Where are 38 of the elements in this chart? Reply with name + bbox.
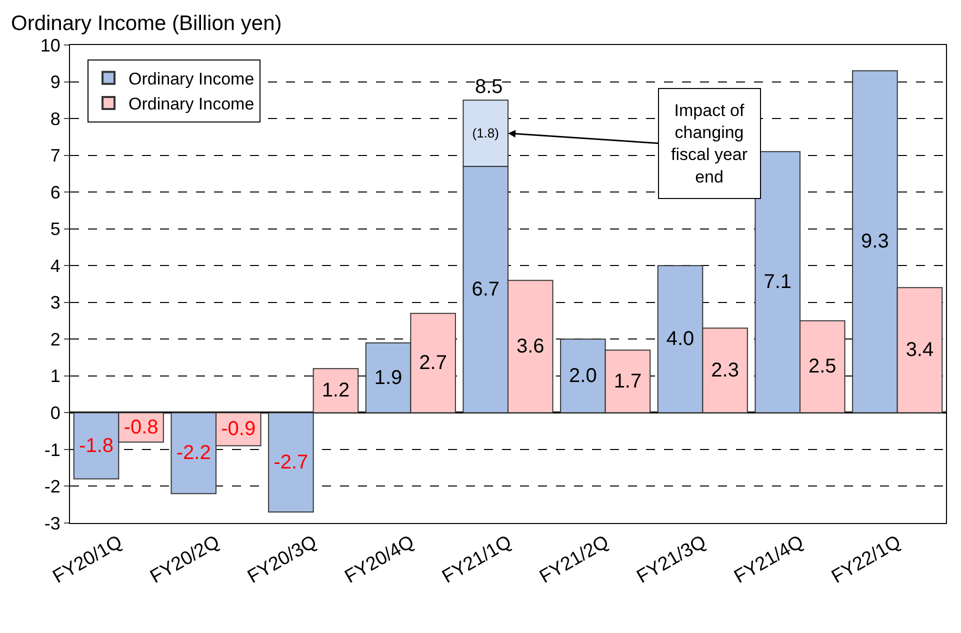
data-label: 2.3 bbox=[711, 359, 739, 382]
data-label: 3.4 bbox=[906, 339, 934, 362]
data-label: 2.0 bbox=[569, 364, 597, 387]
annotation: 8.5 bbox=[475, 76, 503, 98]
chart-title: Ordinary Income (Billion yen) bbox=[11, 12, 282, 35]
y-tick-label: -3 bbox=[44, 513, 60, 534]
y-tick-label: 1 bbox=[50, 366, 60, 386]
data-label: (1.8) bbox=[472, 126, 499, 141]
data-label: 1.7 bbox=[614, 370, 642, 392]
data-label: 2.5 bbox=[808, 356, 836, 378]
data-label: 1.2 bbox=[322, 380, 350, 402]
y-tick-label: 4 bbox=[50, 256, 60, 276]
data-label: -2.2 bbox=[176, 442, 211, 464]
data-label: -2.7 bbox=[274, 451, 308, 474]
data-label: -0.9 bbox=[221, 418, 256, 440]
data-label: 1.9 bbox=[374, 366, 402, 389]
y-tick-label: 3 bbox=[50, 292, 60, 313]
y-tick-label: -1 bbox=[44, 440, 60, 460]
data-label: 4.0 bbox=[666, 328, 694, 350]
y-tick-label: -2 bbox=[44, 476, 60, 497]
legend-label: Ordinary Income bbox=[128, 94, 254, 114]
y-tick-label: 6 bbox=[50, 182, 60, 202]
y-tick-label: 9 bbox=[50, 72, 60, 92]
y-tick-label: 10 bbox=[40, 35, 60, 56]
data-label: 9.3 bbox=[861, 230, 889, 253]
data-label: 3.6 bbox=[516, 336, 544, 358]
y-tick-label: 0 bbox=[50, 402, 60, 423]
data-label: 6.7 bbox=[472, 278, 500, 301]
data-label: -0.8 bbox=[124, 416, 158, 438]
data-label: 7.1 bbox=[764, 271, 792, 294]
y-tick-label: 7 bbox=[50, 146, 60, 166]
legend-label: Ordinary Income bbox=[128, 70, 254, 89]
data-label: -1.8 bbox=[79, 434, 114, 457]
y-tick-label: 5 bbox=[50, 219, 60, 240]
annotation: Impact of changing fiscal year end bbox=[671, 101, 748, 186]
y-tick-label: 8 bbox=[50, 108, 60, 129]
data-label: 2.7 bbox=[419, 352, 447, 374]
y-tick-label: 2 bbox=[50, 329, 60, 350]
